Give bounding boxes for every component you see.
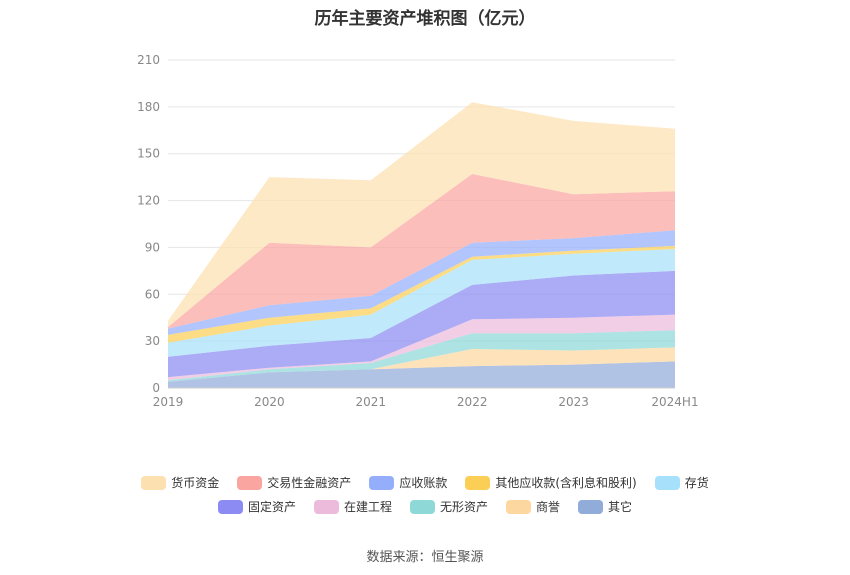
x-tick-label: 2024H1 (651, 395, 698, 409)
legend-swatch (141, 475, 167, 490)
y-tick-label: 60 (145, 287, 160, 301)
area-series-0 (168, 361, 675, 388)
area-series-4 (168, 270, 675, 378)
area-series-3 (168, 314, 675, 381)
legend-label: 固定资产 (247, 500, 296, 514)
legend-label: 交易性金融资产 (267, 476, 352, 490)
legend-swatch (465, 475, 491, 490)
legend-label: 其他应收款(含利息和股利) (495, 476, 637, 490)
legend-label: 存货 (684, 476, 709, 490)
stacked-area-chart: 0 30 60 90 120 150 180 210 2019 2020 2021 2022 2023 2… (137, 53, 699, 409)
legend-label: 在建工程 (343, 500, 392, 514)
legend-item[interactable]: 其他应收款(含利息和股利) (465, 474, 637, 491)
legend-swatch (369, 475, 395, 490)
legend-item[interactable]: 商誉 (506, 498, 560, 515)
legend-item[interactable]: 其它 (578, 498, 632, 515)
legend-swatch (506, 499, 531, 514)
legend-item[interactable]: 交易性金融资产 (237, 474, 351, 491)
y-tick-label: 210 (137, 53, 160, 67)
legend-swatch (578, 499, 604, 514)
legend-item[interactable]: 应收账款 (369, 474, 447, 491)
area-series-9 (168, 102, 675, 328)
legend-item[interactable]: 货币资金 (141, 474, 219, 491)
x-tick-label: 2020 (254, 395, 285, 409)
legend-label: 货币资金 (171, 476, 220, 490)
y-tick-label: 180 (137, 100, 160, 114)
legend-swatch (217, 499, 243, 514)
x-tick-label: 2019 (153, 395, 184, 409)
legend-item[interactable]: 存货 (654, 474, 709, 491)
legend-item[interactable]: 无形资产 (409, 498, 488, 515)
legend-row-2: 固定资产 在建工程 无形资产 商誉 其它 (0, 498, 850, 515)
y-tick-label: 150 (137, 147, 160, 161)
data-source: 数据来源：恒生聚源 (366, 550, 484, 565)
legend-label: 其它 (608, 500, 633, 514)
legend-label: 商誉 (536, 500, 561, 514)
area-series-5 (168, 249, 675, 357)
legend-row-1: 货币资金 交易性金融资产 应收账款 其他应收款(含利息和股利) 存货 (0, 474, 850, 491)
area-series-6 (168, 245, 675, 343)
x-tick-label: 2022 (457, 395, 488, 409)
y-tick-label: 120 (137, 194, 160, 208)
legend-label: 无形资产 (439, 500, 488, 514)
legend-swatch (237, 475, 263, 490)
y-tick-label: 30 (145, 334, 160, 348)
legend-item[interactable]: 在建工程 (313, 498, 392, 515)
legend-swatch (409, 499, 435, 514)
legend-swatch (313, 499, 339, 514)
y-tick-label: 90 (145, 240, 160, 254)
area-series-1 (168, 347, 675, 382)
area-layer (168, 102, 675, 388)
legend-label: 应收账款 (399, 476, 448, 490)
y-tick-label: 0 (152, 381, 160, 395)
axis-layer: 0 30 60 90 120 150 180 210 2019 2020 2021 2022 2023 2… (137, 53, 699, 409)
area-series-8 (168, 174, 675, 329)
legend-swatch (654, 475, 680, 490)
x-tick-label: 2023 (558, 395, 589, 409)
area-series-7 (168, 230, 675, 335)
legend-item[interactable]: 固定资产 (217, 498, 296, 515)
chart-title: 历年主要资产堆积图（亿元） (314, 9, 536, 29)
x-tick-label: 2021 (356, 395, 387, 409)
area-series-2 (168, 330, 675, 382)
